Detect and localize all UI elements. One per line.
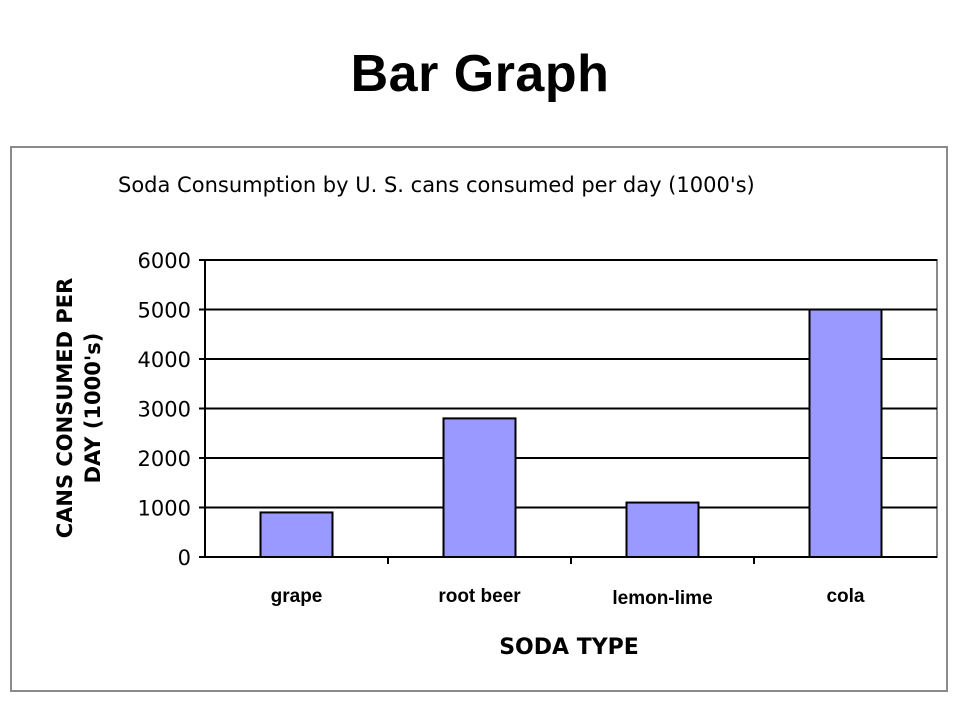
bar-cola (808, 308, 883, 558)
y-tick-label: 2000 (138, 447, 191, 471)
x-tick-label: root beer (438, 586, 521, 607)
y-tick-label: 3000 (138, 398, 191, 422)
bar-root-beer (442, 417, 517, 558)
y-tick-label: 6000 (138, 249, 191, 273)
bar-grape (259, 511, 334, 559)
bar-lemon-lime (625, 501, 700, 558)
y-tick-label: 4000 (138, 348, 191, 372)
y-axis-label-line2: DAY (1000's) (81, 333, 105, 484)
y-tick-label: 1000 (138, 497, 191, 521)
page-title: Bar Graph (350, 45, 610, 103)
x-tick-label: lemon-lime (612, 588, 712, 609)
chart-title: Soda Consumption by U. S. cans consumed … (118, 173, 755, 197)
y-tick-label: 5000 (138, 299, 191, 323)
x-tick-label: cola (826, 586, 864, 607)
x-axis-label: SODA TYPE (499, 635, 639, 660)
y-tick-label: 0 (178, 546, 191, 570)
plot-area: 0 1000 2000 3000 4000 5000 6000 grape root beer l… (138, 249, 938, 609)
y-axis-label-line1: CANS CONSUMED PER (53, 278, 77, 539)
x-tick-label: grape (271, 586, 323, 607)
